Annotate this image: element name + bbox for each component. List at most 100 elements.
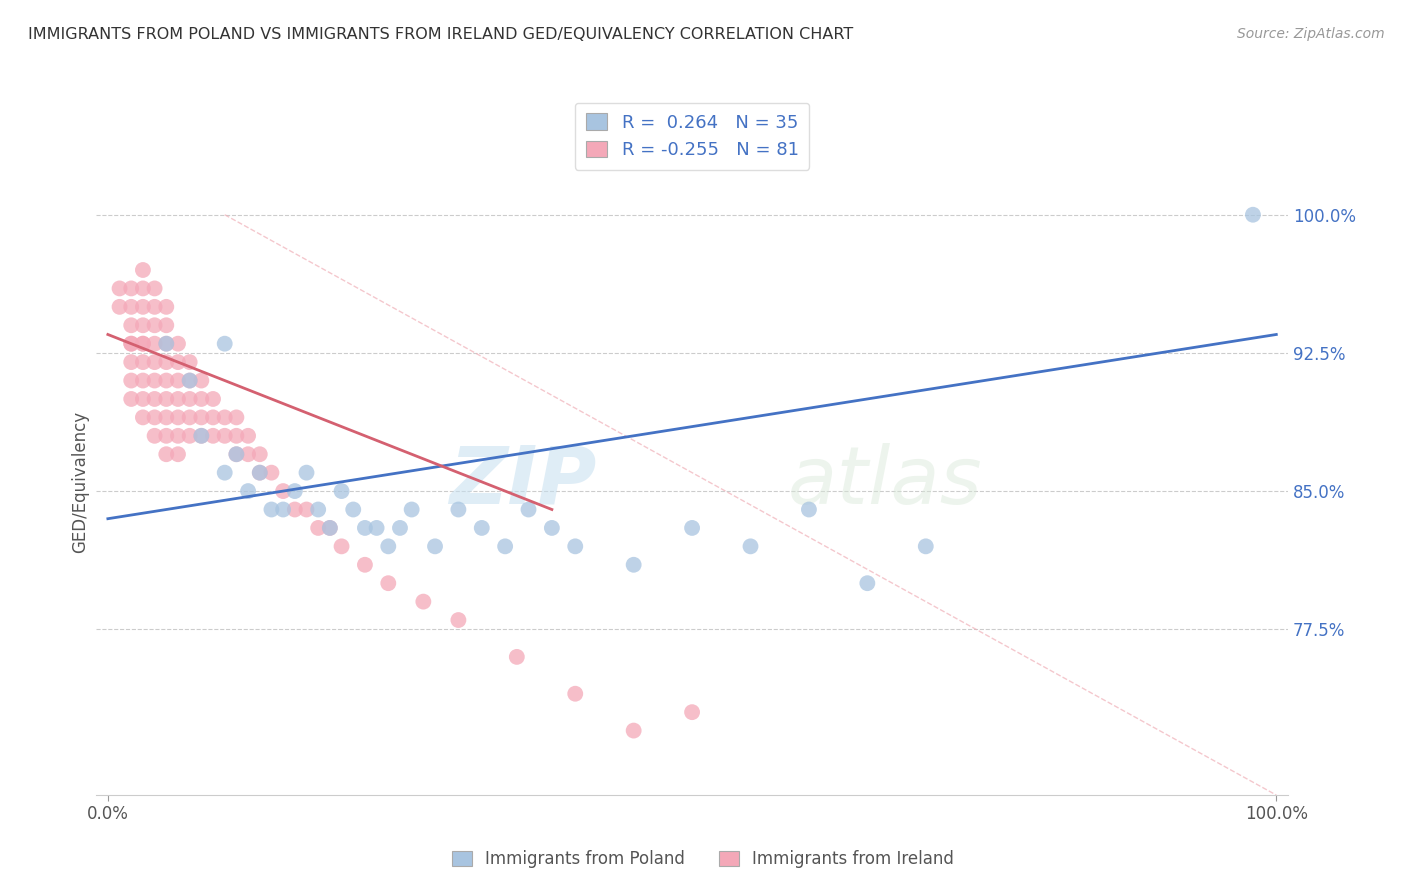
Point — [155, 355, 177, 369]
Point — [108, 300, 131, 314]
Point — [167, 374, 190, 388]
Point — [179, 429, 201, 443]
Point — [225, 447, 247, 461]
Point — [225, 410, 247, 425]
Point — [179, 355, 201, 369]
Point — [190, 429, 212, 443]
Legend: R =  0.264   N = 35, R = -0.255   N = 81: R = 0.264 N = 35, R = -0.255 N = 81 — [575, 103, 810, 169]
Point — [143, 410, 166, 425]
Point — [412, 594, 434, 608]
Point — [155, 429, 177, 443]
Point — [202, 429, 225, 443]
Point — [167, 410, 190, 425]
Text: Source: ZipAtlas.com: Source: ZipAtlas.com — [1237, 27, 1385, 41]
Point — [132, 410, 155, 425]
Point — [342, 502, 364, 516]
Point — [132, 336, 155, 351]
Point — [155, 392, 177, 406]
Point — [797, 502, 820, 516]
Point — [377, 539, 399, 553]
Point — [143, 355, 166, 369]
Point — [155, 300, 177, 314]
Point — [155, 447, 177, 461]
Point — [236, 429, 259, 443]
Point — [190, 392, 212, 406]
Point — [155, 318, 177, 333]
Point — [202, 392, 225, 406]
Point — [914, 539, 936, 553]
Point — [155, 374, 177, 388]
Point — [564, 687, 586, 701]
Point — [249, 466, 271, 480]
Point — [307, 502, 329, 516]
Y-axis label: GED/Equivalency: GED/Equivalency — [72, 411, 89, 553]
Point — [120, 336, 142, 351]
Point — [330, 539, 353, 553]
Point — [377, 576, 399, 591]
Point — [366, 521, 388, 535]
Point — [249, 447, 271, 461]
Point — [167, 429, 190, 443]
Point — [167, 336, 190, 351]
Point — [236, 484, 259, 499]
Point — [447, 613, 470, 627]
Point — [120, 392, 142, 406]
Point — [236, 447, 259, 461]
Point — [214, 336, 236, 351]
Point — [623, 723, 645, 738]
Point — [856, 576, 879, 591]
Text: IMMIGRANTS FROM POLAND VS IMMIGRANTS FROM IRELAND GED/EQUIVALENCY CORRELATION CH: IMMIGRANTS FROM POLAND VS IMMIGRANTS FRO… — [28, 27, 853, 42]
Point — [494, 539, 516, 553]
Point — [132, 318, 155, 333]
Point — [120, 355, 142, 369]
Point — [179, 410, 201, 425]
Point — [190, 410, 212, 425]
Point — [260, 502, 283, 516]
Point — [108, 281, 131, 295]
Point — [120, 318, 142, 333]
Point — [155, 336, 177, 351]
Point — [120, 374, 142, 388]
Point — [179, 374, 201, 388]
Point — [388, 521, 411, 535]
Point — [132, 300, 155, 314]
Point — [284, 484, 307, 499]
Point — [354, 521, 377, 535]
Point — [132, 281, 155, 295]
Point — [190, 429, 212, 443]
Point — [319, 521, 342, 535]
Point — [143, 392, 166, 406]
Point — [284, 502, 307, 516]
Point — [167, 447, 190, 461]
Point — [143, 374, 166, 388]
Point — [190, 374, 212, 388]
Point — [214, 466, 236, 480]
Point — [120, 281, 142, 295]
Point — [271, 484, 294, 499]
Point — [401, 502, 423, 516]
Point — [143, 300, 166, 314]
Point — [681, 521, 703, 535]
Text: ZIP: ZIP — [450, 442, 596, 521]
Point — [295, 466, 318, 480]
Point — [271, 502, 294, 516]
Point — [214, 410, 236, 425]
Point — [143, 318, 166, 333]
Point — [471, 521, 494, 535]
Point — [564, 539, 586, 553]
Point — [225, 429, 247, 443]
Point — [330, 484, 353, 499]
Point — [423, 539, 446, 553]
Point — [132, 355, 155, 369]
Point — [132, 263, 155, 277]
Point — [143, 429, 166, 443]
Point — [143, 281, 166, 295]
Point — [447, 502, 470, 516]
Point — [517, 502, 540, 516]
Point — [155, 410, 177, 425]
Point — [623, 558, 645, 572]
Point — [132, 336, 155, 351]
Point — [143, 336, 166, 351]
Point — [249, 466, 271, 480]
Point — [541, 521, 564, 535]
